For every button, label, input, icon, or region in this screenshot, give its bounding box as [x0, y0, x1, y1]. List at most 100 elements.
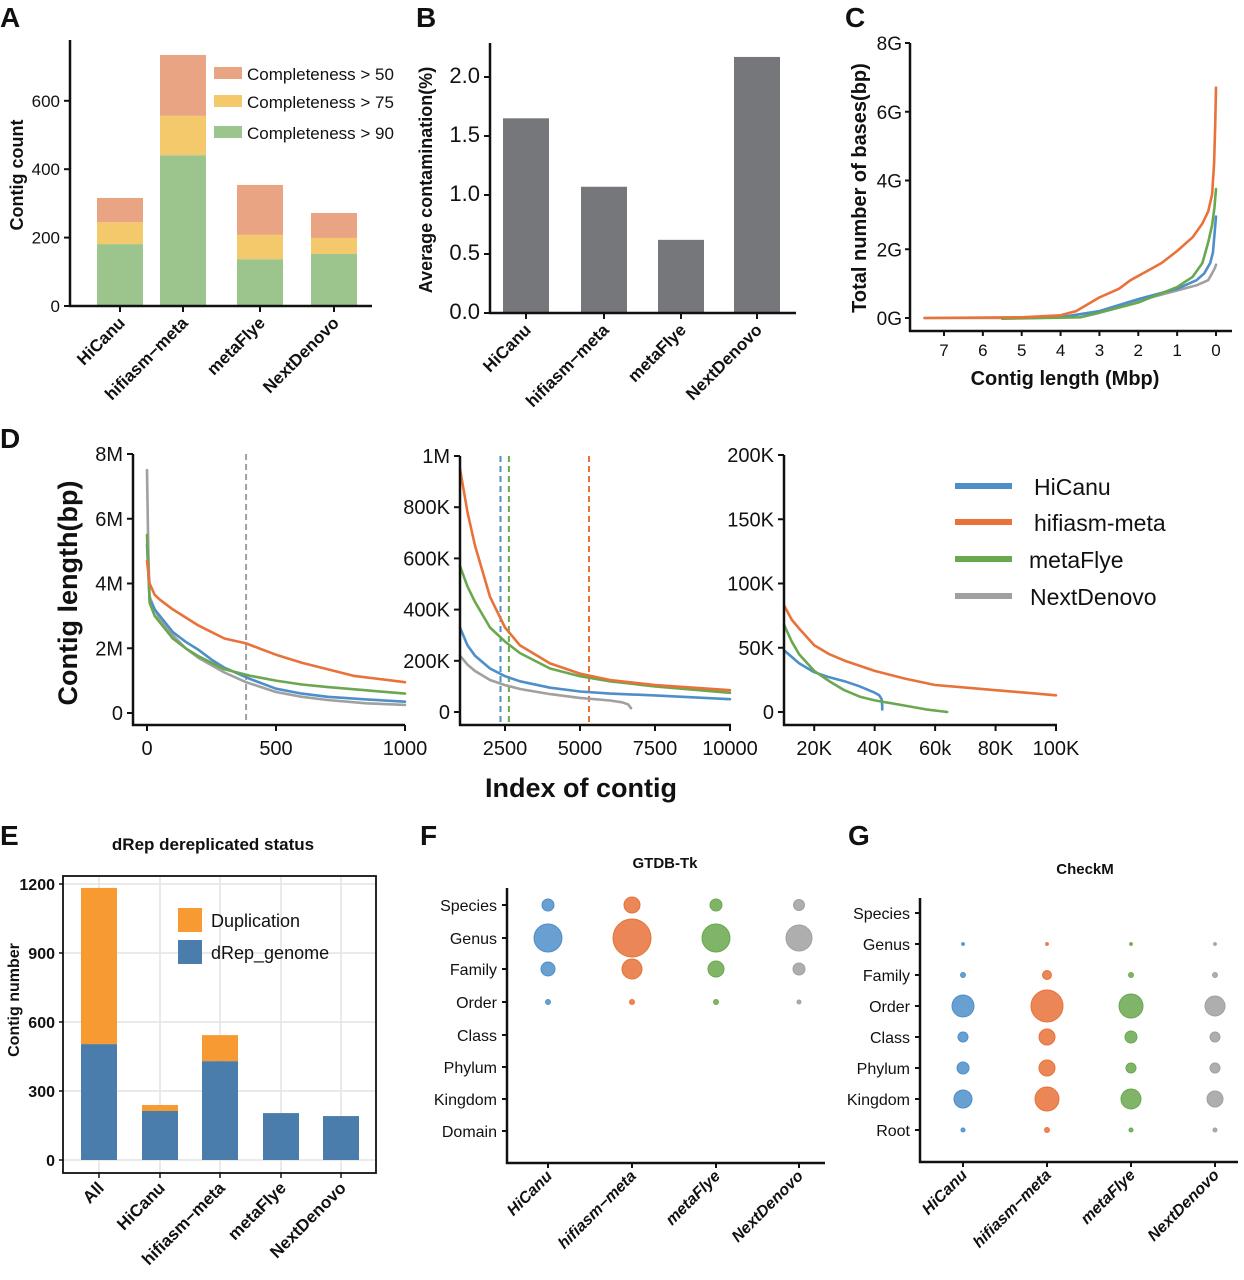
y-tick-label: Class	[870, 1030, 910, 1047]
chart-title: dRep dereplicated status	[112, 835, 314, 854]
y-tick-label: 6M	[95, 509, 123, 531]
panel-d3-contig-length-chart: 0 50K 100K 150K 200K 20K 40K 60k 80K 100K HiCanu hi…	[727, 445, 1166, 760]
x-tick-label: 0	[1211, 341, 1220, 360]
panel-d1-contig-length-chart: 0 2M 4M 6M 8M 0 500 1000 Contig length(bp) Index …	[53, 444, 677, 803]
panel-label-a: A	[0, 2, 20, 33]
y-tick-label: Species	[853, 906, 910, 923]
bubble	[1045, 942, 1049, 946]
bubble	[1120, 1088, 1142, 1110]
x-tick-label: HiCanu	[113, 1178, 169, 1234]
legend-label: Duplication	[211, 911, 300, 931]
x-tick-label: 3	[1095, 341, 1104, 360]
x-tick-label: 60k	[919, 738, 952, 760]
series-line-hicanu	[145, 543, 407, 703]
panel-f-gtdbtk-chart: GTDB-Tk Species Genus Family Order Class Phylu…	[434, 855, 825, 1252]
x-tick-label: 1	[1172, 341, 1181, 360]
y-tick-label: 0.5	[449, 240, 480, 265]
legend-swatch	[214, 95, 242, 107]
legend-label: hifiasm-meta	[1034, 510, 1166, 536]
y-tick-label: 4G	[877, 172, 902, 193]
bubble	[1204, 995, 1226, 1017]
bar-segment	[237, 234, 283, 260]
series-line-nextdenovo	[145, 468, 407, 707]
series-line-nextdenovo	[458, 654, 633, 710]
legend-swatch	[178, 908, 202, 932]
bubble	[1206, 1090, 1224, 1108]
x-axis-title: Index of contig	[485, 773, 677, 803]
y-tick-label: 0	[46, 1153, 55, 1170]
x-tick-label: HiCanu	[73, 313, 129, 369]
chart-title: CheckM	[1056, 861, 1114, 878]
panel-c-cumulative-bases-chart: 0G 2G 4G 6G 8G 7 6 5 4 3 2 1 0 Contig length (Mbp) Tot…	[849, 34, 1232, 390]
x-tick-label: hifiasm−meta	[522, 320, 613, 411]
bubble	[1128, 1127, 1134, 1133]
bubble	[1044, 1127, 1050, 1133]
x-tick-label: 100K	[1033, 738, 1080, 760]
bar	[581, 186, 627, 313]
y-tick-label: 800K	[403, 497, 450, 519]
x-tick-label: 0	[141, 738, 152, 760]
y-tick-label: 200	[32, 229, 60, 248]
bar-segment	[202, 1061, 238, 1160]
legend-label: Completeness > 75	[247, 93, 394, 112]
panel-g-checkm-chart: CheckM Species Genus Family Order Class Phylum…	[847, 861, 1238, 1251]
y-axis-title: Contig number	[6, 943, 23, 1057]
bubble	[709, 898, 723, 912]
y-tick-label: 2.0	[449, 63, 480, 88]
panel-e-drep-chart: All HiCanuhifiasm−metametaFlyeNextDenovo0…	[6, 835, 377, 1269]
y-tick-label: Root	[876, 1123, 910, 1140]
x-tick-label: 2	[1134, 341, 1143, 360]
y-tick-label: Domain	[442, 1124, 497, 1141]
y-tick-label: Phylum	[857, 1061, 910, 1078]
y-axis-title: Average contamination(%)	[416, 67, 436, 293]
y-tick-label: 200K	[727, 445, 774, 467]
bubble	[951, 994, 975, 1018]
y-tick-label: 600K	[403, 548, 450, 570]
bubble	[1030, 989, 1064, 1023]
y-tick-label: 1M	[422, 446, 450, 468]
y-tick-label: 0G	[877, 309, 902, 330]
series-line-metaflye	[145, 533, 407, 695]
y-tick-label: 0	[112, 703, 123, 725]
x-tick-label: 5	[1017, 341, 1026, 360]
y-tick-label: Family	[863, 968, 910, 985]
series-line-hifiasm	[458, 467, 732, 692]
legend-label: dRep_genome	[211, 943, 329, 964]
y-tick-label: 2G	[877, 240, 902, 261]
bubble	[1125, 1062, 1137, 1074]
panel-label-f: F	[420, 820, 437, 851]
y-tick-label: 4M	[95, 574, 123, 596]
y-tick-label: 900	[28, 946, 55, 963]
panel-label-c: C	[845, 2, 865, 33]
x-tick-label: 6	[978, 341, 987, 360]
bubble	[1212, 972, 1218, 978]
y-tick-label: 50K	[738, 638, 774, 660]
x-tick-label: HiCanu	[479, 320, 535, 376]
legend-swatch	[214, 126, 242, 138]
panel-label-g: G	[848, 820, 870, 851]
bar-segment	[311, 254, 357, 306]
x-tick-label: 80K	[978, 738, 1014, 760]
bubble	[1209, 1031, 1221, 1043]
legend-label: NextDenovo	[1030, 584, 1157, 610]
bubble	[796, 999, 802, 1005]
x-tick-label: 2500	[483, 738, 528, 760]
legend-swatch	[178, 940, 202, 964]
y-axis-title: Total number of bases(bp)	[849, 63, 871, 313]
y-tick-label: 100K	[727, 574, 774, 596]
bubble	[956, 1061, 970, 1075]
x-tick-label: HiCanu	[504, 1168, 556, 1220]
y-tick-label: 2M	[95, 638, 123, 660]
y-tick-label: 0	[439, 702, 450, 724]
bar-segment	[97, 197, 143, 223]
y-tick-label: 600	[28, 1015, 55, 1032]
series-line-metaflye	[1001, 187, 1218, 320]
bubble	[701, 923, 731, 953]
series-line-hicanu	[1001, 215, 1218, 320]
series-line-hifiasm	[782, 604, 1058, 697]
bubble	[540, 961, 556, 977]
y-tick-label: 8G	[877, 34, 902, 55]
bar-segment	[160, 115, 206, 156]
x-tick-label: 40K	[857, 738, 893, 760]
